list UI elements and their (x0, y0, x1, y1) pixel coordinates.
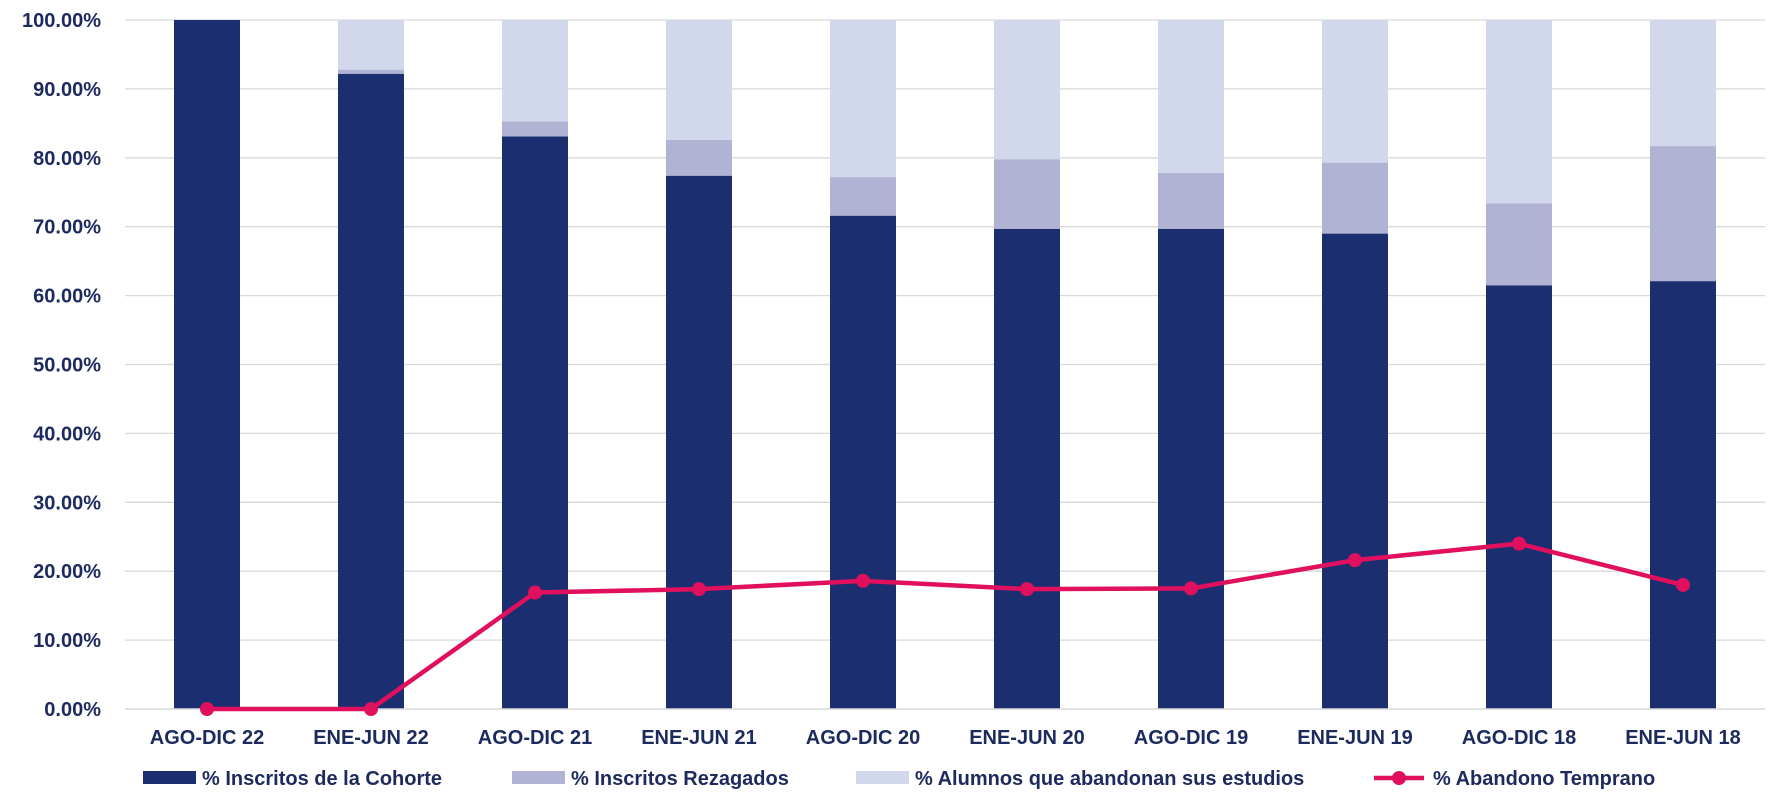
bar-segment (174, 20, 240, 709)
bar-segment (1158, 20, 1224, 173)
bar-segment (1158, 228, 1224, 709)
x-tick-label: ENE-JUN 20 (969, 727, 1085, 749)
y-tick-label: 90.00% (33, 79, 101, 101)
bar-segment (666, 175, 732, 710)
x-tick-label: AGO-DIC 19 (1134, 727, 1248, 749)
bar-segment (1486, 285, 1552, 709)
y-tick-label: 10.00% (33, 630, 101, 652)
x-tick-label: AGO-DIC 21 (478, 727, 592, 749)
bar-segment (994, 159, 1060, 229)
line-point (1512, 536, 1526, 551)
bar-segment (338, 69, 404, 74)
x-tick-label: AGO-DIC 22 (150, 727, 264, 749)
y-tick-label: 40.00% (33, 423, 101, 445)
line-point (856, 573, 870, 588)
bar-segment (1486, 20, 1552, 204)
bar-segment (338, 73, 404, 709)
bar-segment (502, 136, 568, 710)
x-tick-label: AGO-DIC 18 (1462, 727, 1576, 749)
x-tick-label: AGO-DIC 20 (806, 727, 920, 749)
bar-segment (1322, 162, 1388, 234)
legend-swatch-marker (1392, 771, 1406, 785)
y-tick-label: 80.00% (33, 148, 101, 170)
line-point (1020, 582, 1034, 597)
bar-segment (666, 139, 732, 176)
bar-segment (994, 228, 1060, 709)
bar-segment (1158, 172, 1224, 229)
line-point (200, 702, 214, 716)
y-tick-label: 50.00% (33, 355, 101, 377)
bar-segment (1650, 20, 1716, 147)
bar-segment (502, 20, 568, 122)
line-point (364, 702, 378, 716)
bar-segment (1486, 203, 1552, 286)
y-tick-label: 20.00% (33, 561, 101, 583)
y-tick-label: 0.00% (44, 699, 101, 721)
legend-swatch (512, 771, 565, 784)
bar-segment (338, 20, 404, 70)
legend-swatch (856, 771, 909, 784)
abandono-line (204, 541, 1686, 712)
bars (174, 20, 1716, 710)
legend-swatch (143, 771, 196, 784)
bar-segment (1322, 20, 1388, 163)
legend-label: % Inscritos de la Cohorte (202, 768, 442, 790)
line-point (1184, 581, 1198, 596)
y-tick-label: 100.00% (22, 10, 101, 32)
x-tick-label: ENE-JUN 21 (641, 727, 757, 749)
legend-label: % Alumnos que abandonan sus estudios (915, 768, 1304, 790)
y-tick-label: 60.00% (33, 286, 101, 308)
bar-segment (666, 20, 732, 140)
x-tick-label: ENE-JUN 18 (1625, 727, 1741, 749)
bar-segment (830, 20, 896, 178)
x-tick-label: ENE-JUN 22 (313, 727, 429, 749)
y-tick-label: 30.00% (33, 492, 101, 514)
line-point (1676, 577, 1690, 592)
y-tick-label: 70.00% (33, 217, 101, 239)
bar-segment (994, 20, 1060, 160)
bar-segment (830, 177, 896, 216)
bar-segment (1322, 233, 1388, 709)
axes: 0.00% 10.00% 20.00% 30.00% 40.00% 50.00% 60.00… (22, 10, 1765, 749)
x-tick-label: ENE-JUN 19 (1297, 727, 1413, 749)
bar-segment (502, 121, 568, 137)
line-point (528, 585, 542, 600)
bar-segment (1650, 281, 1716, 709)
line-point (1348, 553, 1362, 568)
legend-label: % Abandono Temprano (1433, 768, 1655, 790)
legend-label: % Inscritos Rezagados (571, 768, 789, 790)
line-point (692, 582, 706, 597)
bar-segment (1650, 146, 1716, 282)
bar-segment (830, 215, 896, 709)
line-series (200, 536, 1690, 716)
legend: % Inscritos de la Cohorte % Inscritos Rez… (143, 768, 1655, 790)
